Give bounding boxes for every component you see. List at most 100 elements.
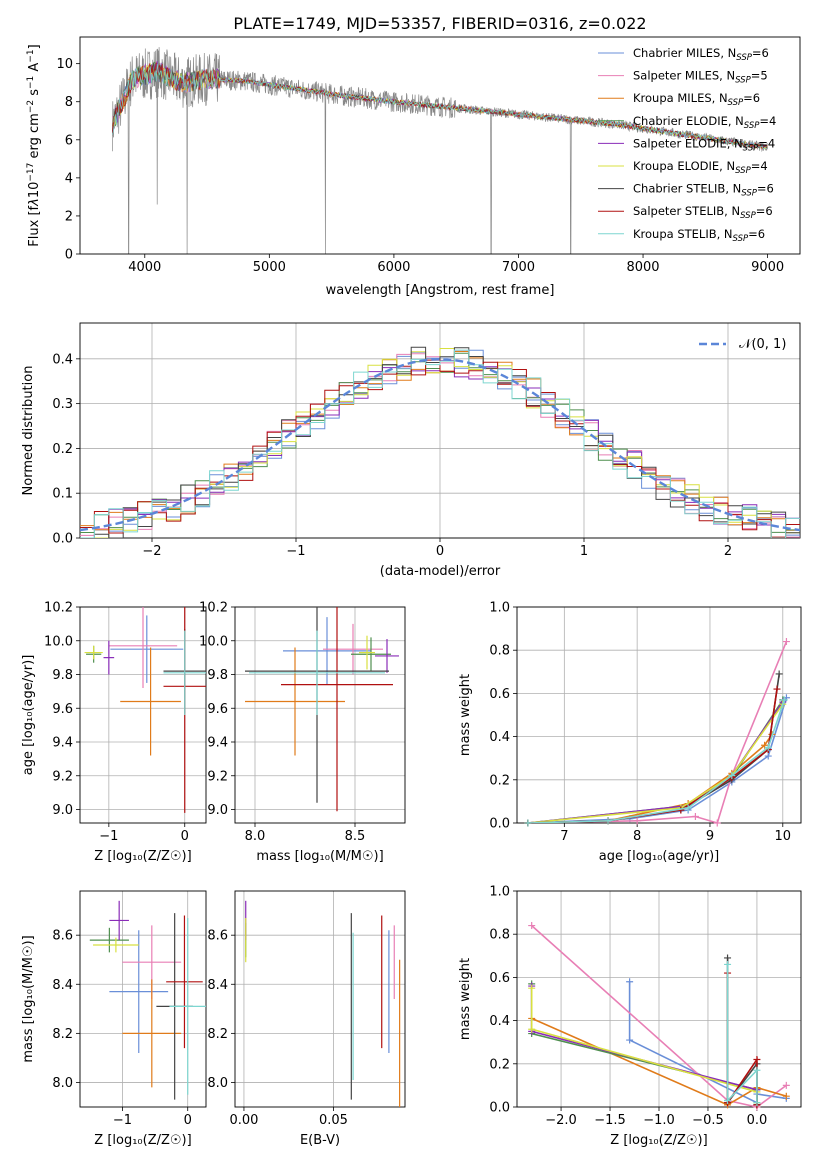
y-tick-label: 1.0 [489, 885, 510, 900]
weight-line [531, 925, 787, 1107]
weight-marker [782, 638, 790, 646]
x-tick-label: 0.00 [229, 1113, 258, 1128]
normal-curve [80, 358, 800, 532]
y-tick-label: 0.2 [489, 1057, 510, 1072]
y-tick-label: 10.2 [44, 601, 73, 616]
x-tick-label: 7 [560, 829, 568, 844]
weight-marker [782, 1092, 790, 1100]
y-tick-label: 8.0 [52, 1076, 73, 1091]
x-tick-label: 0 [436, 544, 444, 559]
age_vs_Z-axes: −1 0 9.0 9.2 9.4 9.6 9.8 10.0 10.2 Z [log₁₀(Z/Z☉)… [21, 601, 207, 864]
residuals-frame [79, 322, 801, 539]
weight-marker [724, 960, 732, 968]
weight-marker [633, 817, 641, 825]
weight-marker [724, 954, 732, 962]
y-tick-label: 8.2 [52, 1027, 73, 1042]
x-tick-label: −0.5 [692, 1113, 724, 1128]
mass_vs_Z-xlabel: Z [log₁₀(Z/Z☉)] [94, 1133, 191, 1148]
weight-marker [753, 1099, 761, 1107]
spectrum-frame [79, 36, 801, 255]
spectrum-model-line [112, 64, 768, 150]
y-tick-label: 8.6 [207, 929, 228, 944]
weight-marker [764, 743, 772, 751]
spectrum-ylabel: Flux [fλ10−17 erg cm−2 s−1 A−1] [26, 44, 42, 246]
x-tick-label: 0.05 [319, 1113, 348, 1128]
weight-line [531, 1017, 787, 1106]
weight-marker [782, 1081, 790, 1089]
x-tick-label: 4000 [128, 260, 161, 275]
legend-entry: Salpeter MILES, NSSP=5 [633, 69, 768, 86]
weight_vs_Z-xlabel: Z [log₁₀(Z/Z☉)] [610, 1133, 707, 1148]
weight_vs_Z-frame [516, 890, 802, 1108]
y-tick-label: 4 [65, 171, 73, 186]
weight_vs_age-ylabel: mass weight [458, 674, 473, 756]
age_vs_mass-points [245, 607, 399, 812]
y-tick-label: 0.6 [489, 687, 510, 702]
x-tick-label: −1 [113, 1113, 132, 1128]
weight-marker [528, 1025, 536, 1033]
weight-line [527, 673, 780, 823]
weight_vs_age-axes: 7 8 9 10 0.0 0.2 0.4 0.6 0.8 1.0 age [log₁₀(age/yr… [458, 601, 802, 864]
y-tick-label: 9.0 [207, 803, 228, 818]
weight-marker [713, 819, 721, 827]
y-tick-label: 8.4 [52, 978, 73, 993]
y-tick-label: 0.6 [489, 971, 510, 986]
y-tick-label: 9.0 [52, 803, 73, 818]
spectrum-legend: Chabrier MILES, NSSP=6 Salpeter MILES, NS… [598, 46, 776, 244]
mass_vs_ebv-axes: 0.00 0.05 8.0 8.2 8.4 8.6 E(B-V) [207, 890, 406, 1148]
x-tick-label: 8000 [626, 260, 659, 275]
x-tick-label: −1.5 [594, 1113, 626, 1128]
mass_vs_Z-frame [79, 890, 207, 1108]
residuals-axes: −2 −1 0 1 2 0.0 0.1 0.2 0.3 0.4 (data-model)/error… [21, 322, 801, 579]
y-tick-label: 0 [65, 248, 73, 263]
weight-marker [764, 752, 772, 760]
weight-marker [524, 819, 532, 827]
y-tick-label: 0.0 [52, 532, 73, 547]
y-tick-label: 1.0 [489, 601, 510, 616]
x-tick-label: 10 [775, 829, 792, 844]
x-tick-label: 9 [706, 829, 714, 844]
weight_vs_age-xlabel: age [log₁₀(age/yr)] [599, 849, 720, 864]
y-tick-label: 0.2 [52, 442, 73, 457]
y-tick-label: 0.3 [52, 397, 73, 412]
figure-title: PLATE=1749, MJD=53357, FIBERID=0316, z=0… [233, 14, 646, 33]
mass_vs_Z-points [89, 900, 206, 1100]
age_vs_Z-xlabel: Z [log₁₀(Z/Z☉)] [94, 849, 191, 864]
y-tick-label: 0.4 [52, 352, 73, 367]
x-tick-label: −1.0 [643, 1113, 675, 1128]
y-tick-label: 10.0 [44, 634, 73, 649]
y-tick-label: 10 [56, 57, 73, 72]
y-tick-label: 8.4 [207, 978, 228, 993]
x-tick-label: −2.0 [545, 1113, 577, 1128]
y-tick-label: 0.4 [489, 1014, 510, 1029]
x-tick-label: −1 [99, 829, 118, 844]
weight-marker [528, 984, 536, 992]
normal-legend-label: 𝒩(0, 1) [739, 337, 786, 352]
y-tick-label: 0.8 [489, 928, 510, 943]
x-tick-label: −2 [142, 544, 161, 559]
y-tick-label: 0.0 [489, 817, 510, 832]
y-tick-label: 0.8 [489, 644, 510, 659]
residual-histograms: 𝒩(0, 1) [80, 337, 800, 538]
legend-entry: Kroupa ELODIE, NSSP=4 [633, 159, 768, 176]
legend-entry: Salpeter STELIB, NSSP=6 [633, 204, 773, 221]
weight-marker [691, 813, 699, 821]
weight-line [527, 703, 784, 823]
y-tick-label: 10.2 [199, 601, 228, 616]
y-tick-label: 0.1 [52, 487, 73, 502]
weight_vs_age-frame [516, 606, 802, 824]
x-tick-label: 8.0 [245, 829, 266, 844]
x-tick-label: 9000 [751, 260, 784, 275]
x-tick-label: 5000 [253, 260, 286, 275]
mass_vs_Z-ylabel: mass [log₁₀(M/M☉)] [21, 935, 36, 1062]
y-tick-label: 2 [65, 209, 73, 224]
weight-marker [753, 1055, 761, 1063]
x-tick-label: 6000 [377, 260, 410, 275]
y-tick-label: 8.0 [207, 1076, 228, 1091]
age_vs_Z-ylabel: age [log₁₀(age/yr)] [21, 655, 36, 776]
weight_vs_age-lines [524, 638, 790, 827]
weight-line [530, 986, 758, 1105]
weight-marker [753, 1066, 761, 1074]
y-tick-label: 0.0 [489, 1101, 510, 1116]
